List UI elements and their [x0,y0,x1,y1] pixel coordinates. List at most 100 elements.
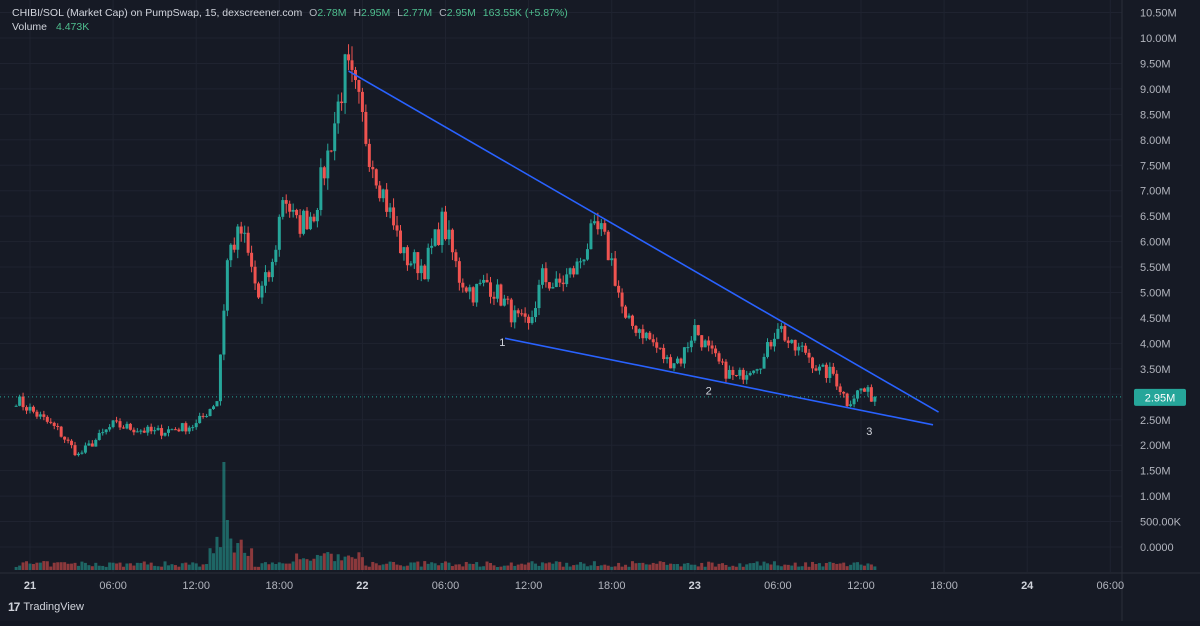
volume-bar [516,564,520,570]
close-value: 2.95M [446,7,476,19]
candle-body [440,211,444,246]
candle-body [398,230,402,254]
candle-body [388,207,392,212]
volume-bar [253,566,257,570]
volume-bar [263,562,267,570]
candle-body [360,91,364,112]
candle-body [772,338,776,347]
candle-body [627,315,631,318]
candle-body [108,427,112,430]
candle-body [25,407,29,411]
volume-bar [52,562,56,570]
candle-body [142,430,146,433]
volume-bar [651,562,655,570]
candle-body [76,453,80,456]
last-price-badge-group: 2.95M [0,388,1186,406]
candle-body [489,282,493,297]
volume-bar [336,554,340,570]
candle-body [755,369,759,371]
volume-bar [682,563,686,570]
volume-bar [104,566,108,570]
volume-bar [596,566,600,570]
candle-body [201,415,205,417]
volume-bar [537,565,541,570]
candle-body [180,423,184,432]
candle-body [613,258,617,286]
volume-bar [779,566,783,570]
volume-bar [804,562,808,570]
trendline-upper[interactable] [348,70,939,413]
volume-bar [371,561,375,570]
candle-body [811,357,815,369]
volume-bar [115,563,119,570]
candle-body [793,339,797,351]
volume-bar [25,561,29,570]
volume-bar [388,561,392,570]
candle-body [270,261,274,278]
volume-bar [360,557,364,570]
volume-bar [554,561,558,570]
candles [14,44,877,457]
volume-bar [828,561,832,570]
price-tick-label: 5.00M [1140,288,1171,300]
candle-body [395,225,399,231]
volume-bar [125,563,129,570]
candle-body [257,283,261,298]
volume-bar [444,561,447,570]
candle-body [714,348,718,354]
candle-body [42,414,46,417]
candle-body [31,406,35,412]
candle-body [790,339,794,343]
volume-bar [675,564,679,570]
candle-body [482,279,486,283]
candle-body [859,388,863,391]
volume-bar [672,564,676,570]
volume-bar [135,562,139,570]
candle-body [236,226,240,250]
candle-body [450,229,454,253]
annotation-label: 2 [706,385,712,397]
candle-body [385,189,389,212]
volume-bar [579,562,583,570]
candle-body [295,209,299,216]
volume-bar [208,548,212,570]
candle-body [94,439,98,447]
volume-bar [707,561,711,570]
candle-body [527,316,531,324]
tradingview-logo[interactable]: 17 TradingView [8,600,84,614]
volume-bars [14,462,877,570]
volume-bar [766,563,770,570]
volume-bar [232,552,236,570]
candle-body [104,429,108,433]
candle-body [423,265,427,280]
candle-body [433,229,437,246]
volume-bar [343,556,347,570]
volume-bar [395,564,399,570]
volume-bar [662,562,666,570]
volume-bar [499,566,503,570]
symbol-title: CHIBI/SOL (Market Cap) on PumpSwap, 15, … [12,7,303,19]
volume-bar [530,561,534,570]
price-tick-label: 8.50M [1140,109,1171,121]
candle-body [700,335,704,348]
candle-body [741,369,745,380]
candle-body [263,272,267,286]
price-tick-label: 2.50M [1140,415,1171,427]
volume-bar [270,562,274,570]
volume-bar [856,562,860,570]
volume-bar [426,563,430,570]
candle-body [468,287,472,292]
candle-body [530,317,534,324]
candle-body [350,60,354,70]
volume-bar [97,565,101,570]
trendline-lower[interactable] [504,337,934,426]
volume-bar [59,562,63,570]
volume-bar [790,565,794,570]
volume-bar [111,562,115,570]
candle-body [651,339,655,343]
volume-bar [212,553,216,570]
candle-body [845,393,849,407]
candle-body [534,308,538,318]
